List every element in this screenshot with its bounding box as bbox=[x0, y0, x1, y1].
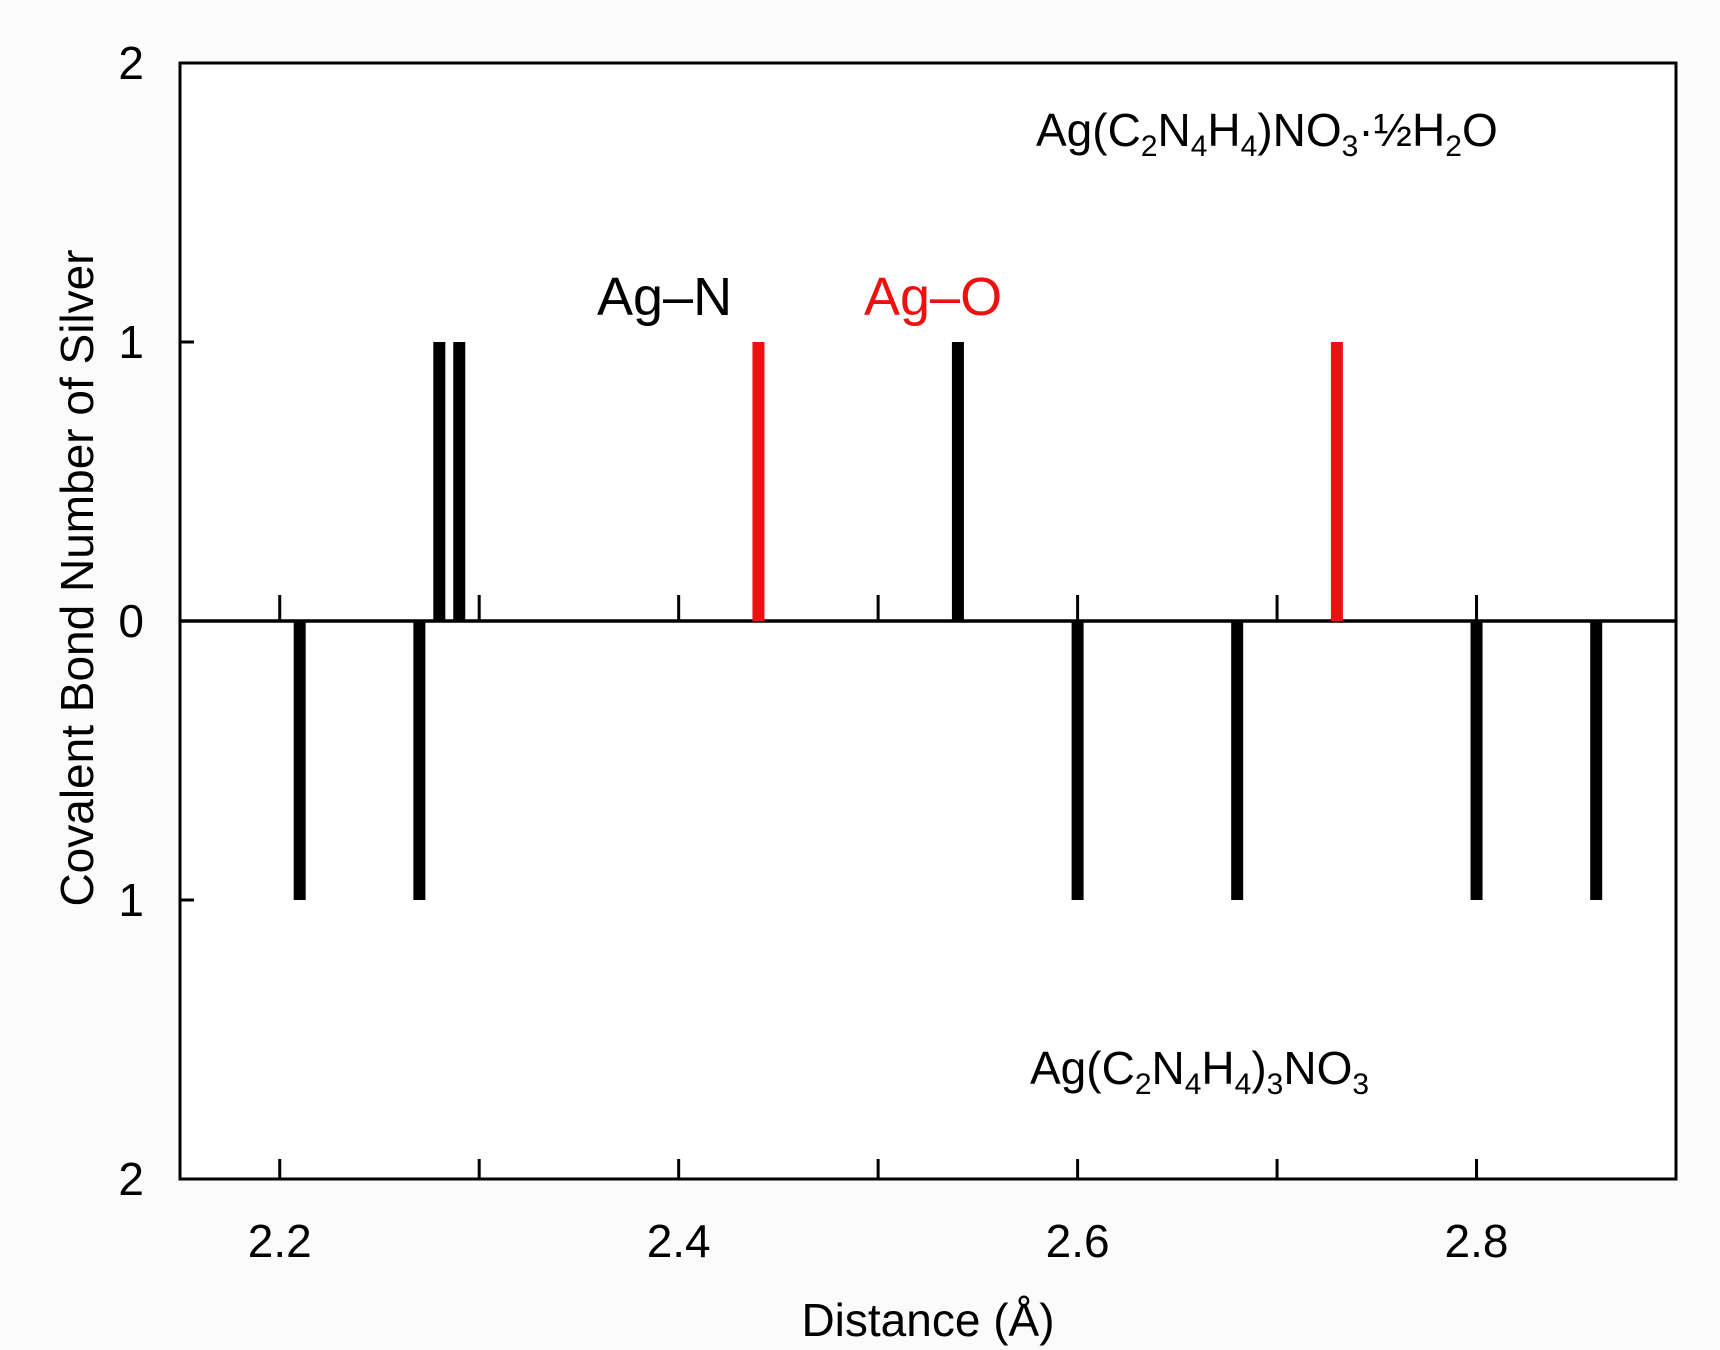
legend-ag-o: Ag–O bbox=[864, 267, 1002, 327]
y-axis-label: Covalent Bond Number of Silver bbox=[51, 249, 103, 906]
compound-label-bottom: Ag(C2N4H4)3NO3 bbox=[1030, 1042, 1369, 1101]
x-tick-label: 2.6 bbox=[1046, 1215, 1110, 1267]
axis-ticks bbox=[180, 61, 1479, 1181]
y-tick-label: 1 bbox=[118, 316, 144, 368]
y-tick-label: 1 bbox=[118, 874, 144, 926]
compound-label-top: Ag(C2N4H4)NO3·½H2O bbox=[1036, 104, 1498, 163]
y-tick-label: 2 bbox=[118, 1153, 144, 1205]
legend-ag-n: Ag–N bbox=[597, 267, 732, 327]
x-tick-label: 2.8 bbox=[1445, 1215, 1509, 1267]
x-axis-label: Distance (Å) bbox=[801, 1294, 1054, 1346]
tick-labels-group: 2.2 2.4 2.6 2.8 2 1 0 1 2 bbox=[118, 37, 1508, 1267]
y-tick-label: 2 bbox=[118, 37, 144, 89]
y-tick-label: 0 bbox=[118, 595, 144, 647]
bars-group bbox=[293, 342, 1603, 900]
x-tick-label: 2.2 bbox=[248, 1215, 312, 1267]
x-tick-label: 2.4 bbox=[647, 1215, 711, 1267]
